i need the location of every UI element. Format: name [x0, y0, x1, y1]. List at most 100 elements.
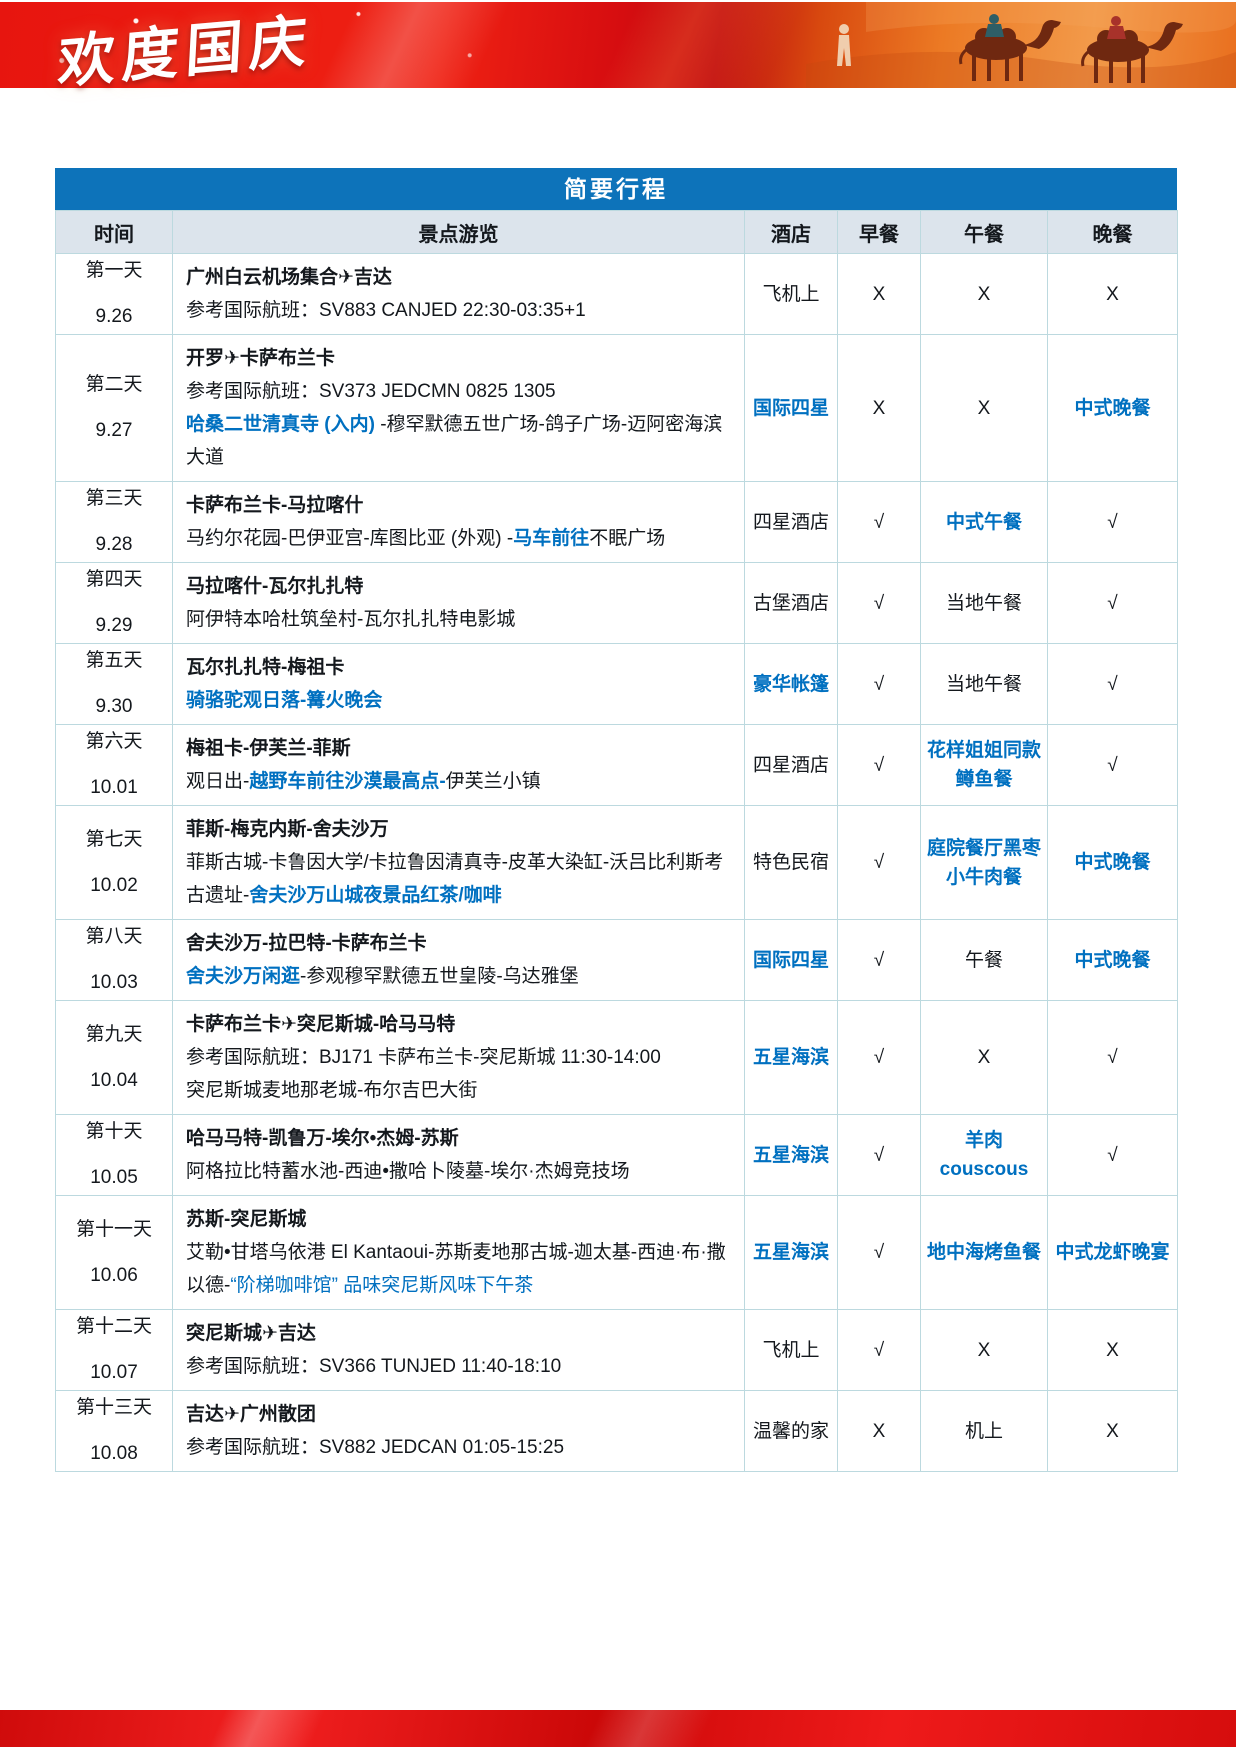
sightseeing-cell: 哈马马特-凯鲁万-埃尔•杰姆-苏斯阿格拉比特蓄水池-西迪•撒哈卜陵墓-埃尔·杰姆… — [172, 1114, 745, 1196]
col-header-sightseeing: 景点游览 — [172, 210, 745, 254]
col-header-hotel: 酒店 — [744, 210, 838, 254]
lunch-cell: X — [920, 334, 1048, 482]
day-cell: 第三天 9.28 — [55, 481, 173, 563]
hotel-cell: 国际四星 — [744, 334, 838, 482]
text-segment: 菲斯古城-卡鲁因大学/卡拉鲁因清真寺-皮革大染缸-沃吕比利斯考古遗址- — [186, 852, 724, 906]
itinerary-row: 第五天 9.30 瓦尔扎扎特-梅祖卡 骑骆驼观日落-篝火晚会 豪华帐篷 √ 当地午餐 √ — [55, 643, 1178, 725]
sight-line: 梅祖卡-伊芙兰-菲斯 — [186, 732, 734, 765]
lunch-cell: X — [920, 1309, 1048, 1391]
sight-line: 广州白云机场集合✈吉达 — [186, 261, 734, 294]
breakfast-cell: √ — [837, 805, 921, 920]
itinerary-row: 第十三天 10.08 吉达✈广州散团 参考国际航班：SV882 JEDCAN 01:0… — [55, 1390, 1178, 1472]
itinerary-rows: 第一天 9.26 广州白云机场集合✈吉达 参考国际航班：SV883 CANJED 22… — [55, 253, 1178, 1472]
day-label: 第六天 — [85, 731, 143, 752]
day-cell: 第十二天 10.07 — [55, 1309, 173, 1391]
date-label: 10.05 — [90, 1167, 138, 1188]
hotel-cell: 特色民宿 — [744, 805, 838, 920]
text-segment: X — [977, 283, 991, 305]
day-label: 第十三天 — [75, 1397, 152, 1418]
text-segment: X — [977, 1339, 991, 1361]
sight-line: 阿格拉比特蓄水池-西迪•撒哈卜陵墓-埃尔·杰姆竞技场 — [186, 1155, 734, 1188]
day-cell: 第五天 9.30 — [55, 643, 173, 725]
itinerary-row: 第七天 10.02 菲斯-梅克内斯-舍夫沙万 菲斯古城-卡鲁因大学/卡拉鲁因清真寺-皮… — [55, 805, 1178, 920]
day-cell: 第八天 10.03 — [55, 919, 173, 1001]
text-segment: 马车前往 — [513, 528, 590, 549]
text-segment: 菲斯-梅克内斯-舍夫沙万 — [186, 819, 389, 840]
day-label: 第四天 — [85, 569, 143, 590]
breakfast-cell: √ — [837, 919, 921, 1001]
hotel-cell: 温馨的家 — [744, 1390, 838, 1472]
sight-line: 参考国际航班：SV882 JEDCAN 01:05-15:25 — [186, 1431, 734, 1464]
sightseeing-cell: 菲斯-梅克内斯-舍夫沙万菲斯古城-卡鲁因大学/卡拉鲁因清真寺-皮革大染缸-沃吕比… — [172, 805, 745, 920]
date-label: 10.03 — [90, 972, 138, 993]
itinerary-row: 第八天 10.03 舍夫沙万-拉巴特-卡萨布兰卡 舍夫沙万闲逛-参观穆罕默德五世皇陵-… — [55, 919, 1178, 1001]
date-label: 10.01 — [90, 777, 138, 798]
text-segment: 卡萨布兰卡✈突尼斯城-哈马马特 — [186, 1014, 456, 1035]
breakfast-cell: √ — [837, 481, 921, 563]
date-label: 9.30 — [95, 696, 133, 717]
day-label: 第九天 — [85, 1023, 143, 1045]
text-segment: 突尼斯城✈吉达 — [186, 1323, 316, 1344]
text-segment: X — [1106, 283, 1119, 305]
lunch-cell: 庭院餐厅黑枣小牛肉餐 — [920, 805, 1048, 920]
hotel-cell: 古堡酒店 — [744, 562, 838, 644]
sightseeing-cell: 突尼斯城✈吉达 参考国际航班：SV366 TUNJED 11:40-18:10 — [172, 1309, 745, 1391]
text-segment: 不眠广场 — [589, 528, 666, 549]
text-segment: X — [1106, 1420, 1119, 1442]
day-label: 第一天 — [85, 260, 143, 281]
col-header-lunch: 午餐 — [920, 210, 1048, 254]
text-segment: √ — [873, 1242, 885, 1263]
date-label: 10.08 — [90, 1443, 138, 1464]
dinner-cell: √ — [1047, 1000, 1178, 1115]
sight-line: 突尼斯城✈吉达 — [186, 1317, 734, 1350]
itinerary-row: 第九天 10.04 卡萨布兰卡✈突尼斯城-哈马马特 参考国际航班：BJ171 卡萨布兰… — [55, 1000, 1178, 1115]
day-label: 第十天 — [85, 1121, 143, 1142]
day-cell: 第十天 10.05 — [55, 1114, 173, 1196]
text-segment: 阿伊特本哈杜筑垒村-瓦尔扎扎特电影城 — [186, 609, 516, 630]
text-segment: 苏斯-突尼斯城 — [186, 1209, 307, 1230]
walking-figure — [837, 24, 851, 66]
text-segment: 观日出- — [186, 771, 250, 792]
text-segment: 哈马马特-凯鲁万-埃尔•杰姆-苏斯 — [186, 1128, 459, 1149]
text-segment: 飞机上 — [762, 283, 820, 305]
text-segment: 午餐 — [964, 949, 1003, 971]
breakfast-cell: X — [837, 1390, 921, 1472]
itinerary-row: 第十一天 10.06 苏斯-突尼斯城 艾勒•甘塔乌依港 El Kantaoui-苏斯麦… — [55, 1195, 1178, 1310]
sight-line: 马约尔花园-巴伊亚宫-库图比亚 (外观) -马车前往不眠广场 — [186, 522, 734, 555]
itinerary-table-container: 简要行程 时间 景点游览 酒店 早餐 午餐 晚餐 第一天 9.26 广州白云机场集合… — [55, 168, 1178, 1472]
table-header-row: 时间 景点游览 酒店 早餐 午餐 晚餐 — [55, 210, 1178, 254]
day-label: 第三天 — [85, 488, 143, 509]
text-segment: 舍夫沙万山城夜景品红茶/咖啡 — [249, 885, 502, 906]
day-cell: 第九天 10.04 — [55, 1000, 173, 1115]
text-segment: 古堡酒店 — [752, 592, 829, 614]
sightseeing-cell: 广州白云机场集合✈吉达 参考国际航班：SV883 CANJED 22:30-03:… — [172, 253, 745, 335]
sight-line: 突尼斯城麦地那老城-布尔吉巴大街 — [186, 1074, 734, 1107]
day-label: 第十二天 — [75, 1316, 152, 1337]
breakfast-cell: √ — [837, 1000, 921, 1115]
text-segment: 瓦尔扎扎特-梅祖卡 — [186, 657, 345, 678]
lunch-cell: X — [920, 1000, 1048, 1115]
sight-line: 吉达✈广州散团 — [186, 1398, 734, 1431]
sight-line: 观日出-越野车前往沙漠最高点-伊芙兰小镇 — [186, 765, 734, 798]
hotel-cell: 五星海滨 — [744, 1195, 838, 1310]
sight-line: 舍夫沙万-拉巴特-卡萨布兰卡 — [186, 927, 734, 960]
text-segment: 伊芙兰小镇 — [445, 771, 541, 792]
text-segment: 豪华帐篷 — [752, 673, 829, 695]
sight-line: 骑骆驼观日落-篝火晚会 — [186, 684, 734, 717]
itinerary-title: 简要行程 — [55, 168, 1177, 210]
dinner-cell: X — [1047, 253, 1178, 335]
text-segment: X — [872, 1420, 886, 1442]
day-cell: 第七天 10.02 — [55, 805, 173, 920]
day-label: 第二天 — [85, 374, 143, 395]
day-cell: 第二天 9.27 — [55, 334, 173, 482]
sightseeing-cell: 梅祖卡-伊芙兰-菲斯 观日出-越野车前往沙漠最高点-伊芙兰小镇 — [172, 724, 745, 806]
hotel-cell: 飞机上 — [744, 1309, 838, 1391]
camel-1 — [959, 14, 1061, 81]
sightseeing-cell: 卡萨布兰卡✈突尼斯城-哈马马特 参考国际航班：BJ171 卡萨布兰卡-突尼斯城 1… — [172, 1000, 745, 1115]
text-segment: -穆罕默德五世广场-鸽子广场-迈阿密海滨大道 — [186, 414, 723, 468]
date-label: 9.29 — [95, 615, 133, 636]
text-segment: 开罗✈卡萨布兰卡 — [186, 348, 335, 369]
lunch-cell: 羊肉 couscous — [920, 1114, 1048, 1196]
lunch-cell: 当地午餐 — [920, 562, 1048, 644]
text-segment: 五星海滨 — [752, 1242, 829, 1263]
